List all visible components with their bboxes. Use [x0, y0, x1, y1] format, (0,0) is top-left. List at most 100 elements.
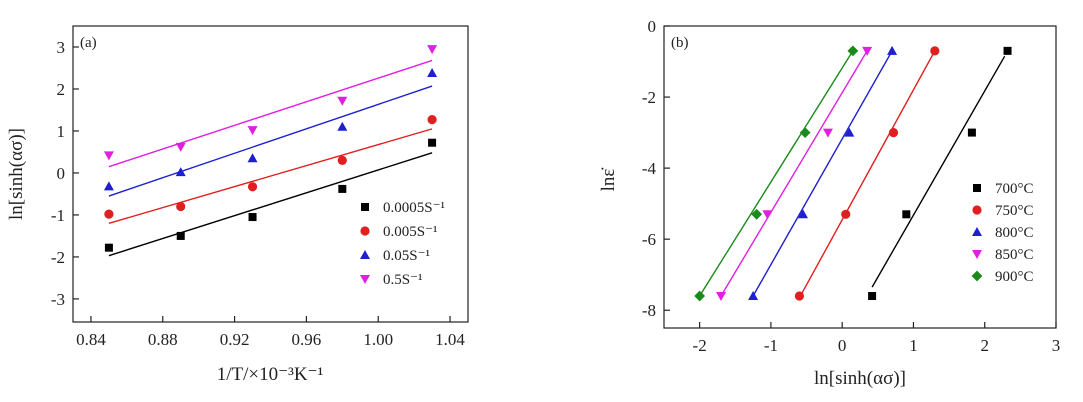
x-tick-label: 0.88: [148, 330, 178, 349]
y-tick-label: -2: [642, 88, 656, 107]
x-tick-label: 0: [838, 336, 847, 355]
x-tick-label: 0.84: [76, 330, 106, 349]
fit-line: [871, 55, 1006, 288]
x-tick-label: 0.92: [220, 330, 250, 349]
x-tick-label: -2: [693, 336, 707, 355]
fit-line: [720, 50, 868, 297]
data-point: [902, 210, 911, 219]
y-axis-label-b: lnε̇: [598, 167, 619, 192]
data-point: [427, 115, 437, 125]
data-point: [176, 231, 185, 240]
legend-marker: [972, 205, 982, 215]
data-point: [967, 128, 976, 137]
fit-line: [108, 59, 433, 168]
data-point: [930, 46, 940, 56]
data-point: [103, 151, 114, 161]
fit-line: [752, 50, 893, 297]
data-point: [176, 201, 186, 212]
y-tick-label: -6: [642, 230, 656, 249]
fit-line: [108, 128, 433, 225]
data-point: [888, 127, 899, 138]
x-tick-label: 3: [1052, 336, 1061, 355]
legend-label: 0.5S⁻¹: [383, 272, 423, 288]
x-tick-label: 2: [980, 336, 989, 355]
chart-marks-b: -2 -1 0 1 2 3 -8 -6 -4 -2 0: [642, 17, 1060, 355]
legend-b: 700°C 750°C 800°C 850°C 900°C: [971, 181, 1034, 285]
data-point: [338, 184, 347, 193]
legend-a: 0.0005S⁻¹ 0.005S⁻¹ 0.05S⁻¹ 0.5S⁻¹: [360, 200, 445, 288]
data-point: [799, 127, 811, 138]
data-point: [797, 209, 808, 219]
chart-panel-a: 0.84 0.88 0.92 0.96 1.00 1.04 -3 -2 -1 0 1 2 3 (a) 1…: [6, 25, 469, 385]
chart-marks-a: 0.84 0.88 0.92 0.96 1.00 1.04 -3 -2 -1 0 1 2 3: [51, 38, 466, 349]
x-axis-label-a: 1/T/×10⁻³K⁻¹: [217, 364, 324, 385]
y-tick-label: 0: [648, 17, 657, 36]
fit-line: [108, 152, 433, 257]
legend-label: 0.05S⁻¹: [383, 248, 430, 264]
legend-label: 800°C: [995, 225, 1034, 241]
data-point: [847, 45, 859, 57]
data-point: [887, 45, 898, 55]
y-tick-label: 0: [57, 164, 66, 183]
x-axis-label-b: ln[sinh(ασ)]: [814, 368, 906, 389]
fit-line: [798, 50, 936, 299]
data-point: [716, 292, 727, 302]
legend-marker: [973, 184, 981, 192]
data-point: [822, 128, 833, 138]
panel-label-a: (a): [80, 35, 97, 51]
data-point: [862, 46, 873, 56]
data-point: [844, 127, 855, 137]
y-tick-label: -2: [51, 248, 65, 267]
y-tick-label: -1: [51, 206, 65, 225]
x-tick-label: 1.04: [435, 330, 465, 349]
panel-label-b: (b): [671, 35, 689, 51]
data-point: [337, 96, 348, 106]
x-tick-label: 0.96: [292, 330, 322, 349]
legend-marker: [971, 270, 983, 282]
data-point: [104, 243, 113, 252]
legend-marker: [361, 203, 369, 211]
legend-marker: [360, 226, 370, 236]
x-tick-label: 1.00: [363, 330, 393, 349]
legend-label: 0.0005S⁻¹: [383, 200, 445, 216]
data-point: [247, 126, 258, 136]
legend-marker: [360, 250, 370, 259]
data-point: [748, 291, 759, 301]
data-point: [427, 45, 438, 55]
legend-label: 700°C: [995, 181, 1034, 197]
data-point: [762, 210, 773, 220]
y-axis-label-a: ln[sinh(ασ)]: [6, 128, 27, 220]
legend-label: 850°C: [995, 247, 1034, 263]
legend-label: 0.005S⁻¹: [383, 224, 438, 240]
y-tick-label: 3: [57, 38, 66, 57]
legend-marker: [972, 227, 982, 236]
legend-marker: [360, 275, 370, 284]
chart-panel-b: -2 -1 0 1 2 3-8-6-4-20 (b) ln[sinh(ασ)] lnε̇ …: [598, 17, 1060, 389]
y-tick-label: 2: [57, 80, 66, 99]
data-point: [694, 290, 706, 302]
y-tick-label: -3: [51, 290, 65, 309]
legend-label: 750°C: [995, 203, 1034, 219]
data-point: [175, 142, 186, 152]
plot-frame-b: [663, 25, 1057, 329]
data-point: [868, 292, 877, 301]
data-point: [103, 181, 114, 191]
y-tick-label: -8: [642, 301, 656, 320]
data-point: [1003, 46, 1012, 55]
data-point: [247, 153, 258, 163]
data-point: [175, 167, 186, 177]
data-point: [841, 209, 851, 219]
data-point: [427, 68, 438, 78]
data-point: [751, 208, 763, 220]
plot-frame-a: [72, 25, 469, 323]
fit-line: [699, 50, 854, 297]
data-point: [248, 213, 257, 222]
x-tick-label: -1: [764, 336, 778, 355]
y-tick-label: -4: [642, 159, 657, 178]
data-point: [428, 138, 437, 147]
legend-label: 900°C: [995, 269, 1034, 285]
legend-marker: [972, 250, 982, 259]
data-point: [247, 182, 258, 192]
data-point: [794, 291, 805, 301]
